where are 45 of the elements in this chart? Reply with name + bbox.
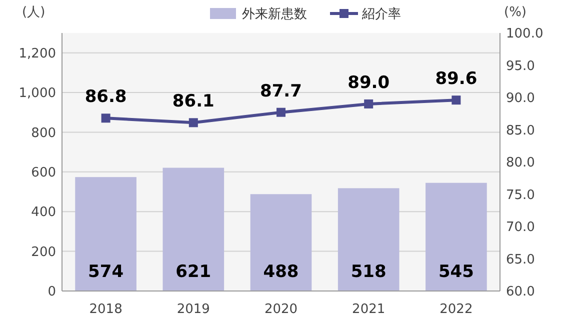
- y-tick-label: 400: [31, 205, 56, 220]
- y-tick-label: 1,200: [18, 46, 56, 62]
- text: 621: [176, 262, 212, 282]
- y2-axis-title: (%): [504, 5, 526, 20]
- y-tick-label: 600: [31, 165, 56, 180]
- text: 89.6: [435, 69, 478, 90]
- y2-tick-label: 70.0: [506, 220, 535, 236]
- x-tick-label: 2019: [176, 302, 210, 317]
- point: [188, 118, 198, 128]
- y2-tick-label: 80.0: [506, 156, 535, 171]
- y2-tick-label: 100.0: [506, 26, 544, 42]
- point: [452, 96, 461, 105]
- text: 574: [88, 262, 124, 282]
- y-tick-label: 1,000: [18, 86, 56, 102]
- point: [101, 114, 110, 123]
- y2-tick-label: 95.0: [506, 58, 535, 74]
- text: 518: [350, 262, 386, 282]
- bar: [75, 177, 136, 291]
- y-tick-label: 800: [31, 126, 56, 141]
- text: 87.7: [260, 81, 302, 102]
- text: 86.1: [172, 92, 214, 112]
- x-tick-label: 2022: [440, 302, 473, 317]
- text: 488: [263, 262, 299, 282]
- x-tick-label: 2021: [352, 302, 386, 317]
- text: 86.8: [84, 87, 127, 108]
- point: [364, 99, 374, 108]
- x-tick-label: 2020: [264, 302, 298, 317]
- bar: [338, 188, 400, 291]
- y-tick-label: 200: [31, 244, 56, 260]
- bar: [162, 168, 224, 291]
- y2-tick-label: 90.0: [506, 91, 535, 106]
- y2-tick-label: 75.0: [506, 188, 535, 203]
- text: 545: [438, 262, 474, 282]
- y2-tick-label: 85.0: [506, 123, 535, 138]
- text: 89.0: [348, 72, 390, 93]
- legend-label: 外来新患数: [242, 7, 307, 22]
- y2-tick-label: 65.0: [506, 252, 535, 268]
- legend-label: 紹介率: [361, 6, 401, 22]
- point: [276, 108, 286, 117]
- y2-tick-label: 60.0: [506, 284, 535, 300]
- bar: [250, 194, 312, 291]
- x-tick-label: 2018: [89, 302, 122, 317]
- bar: [426, 182, 487, 291]
- y-axis-title: (人): [22, 5, 46, 20]
- y-tick-label: 0: [48, 284, 56, 300]
